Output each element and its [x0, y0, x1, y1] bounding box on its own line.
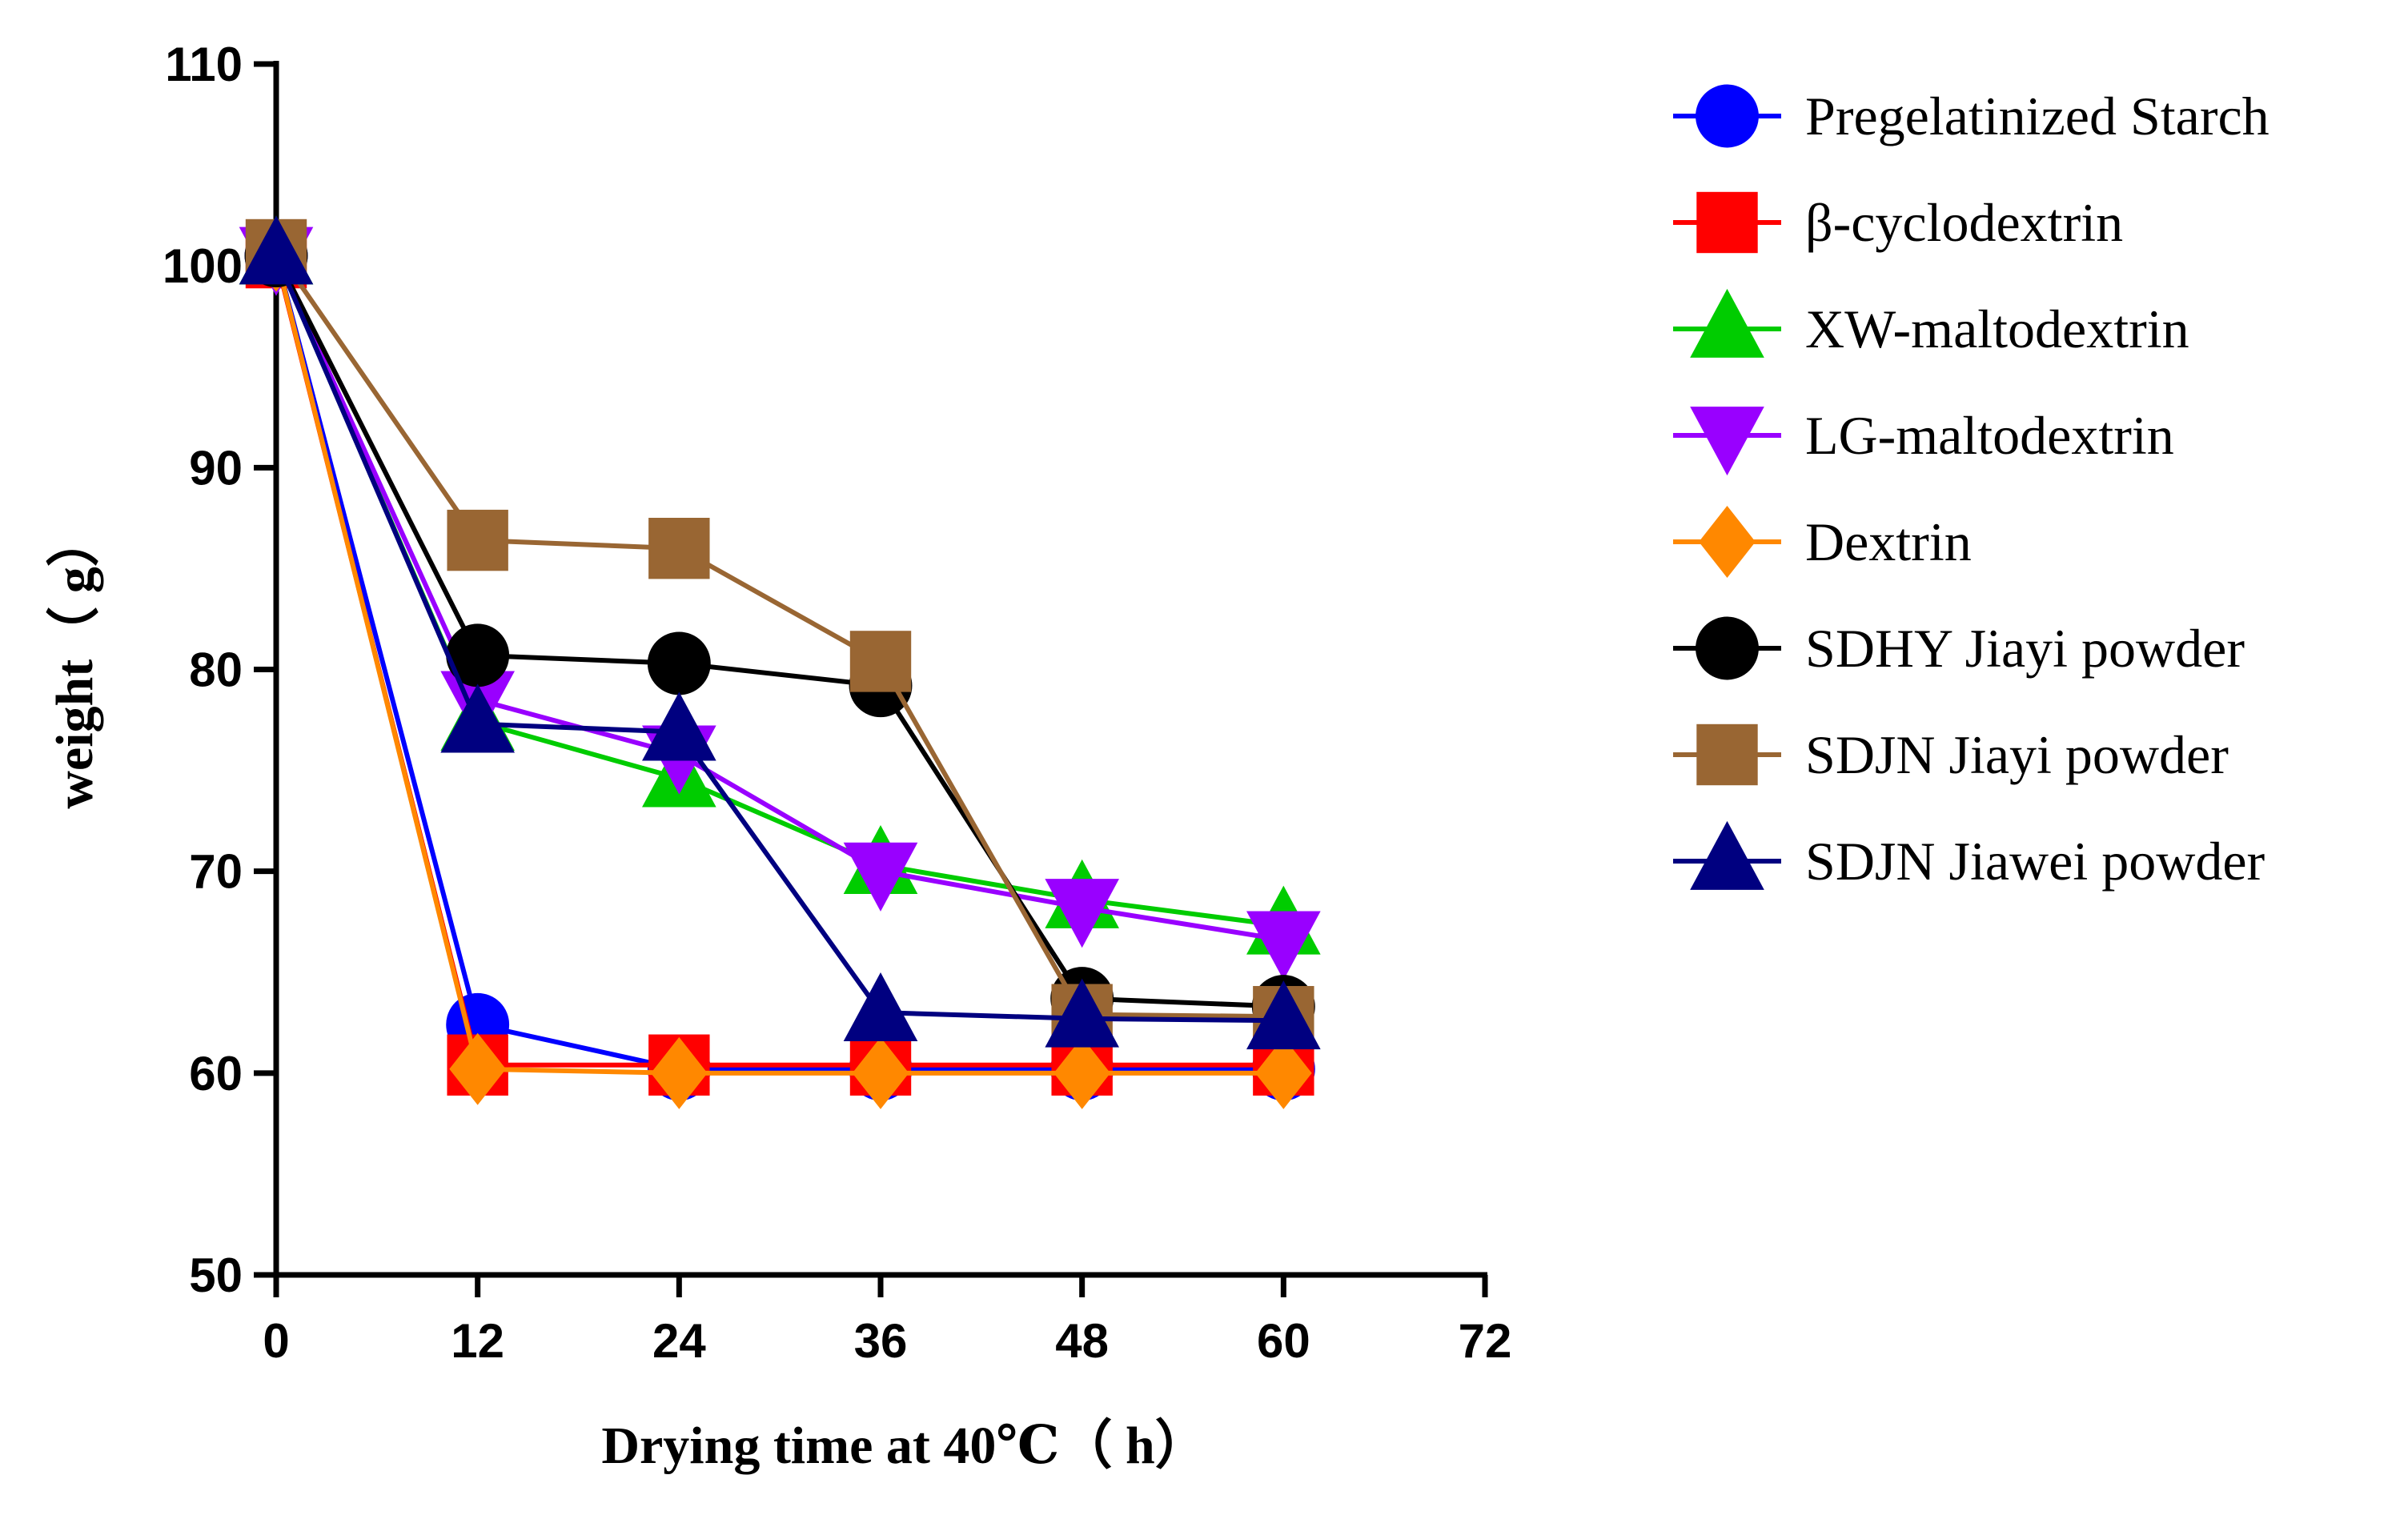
data-point: [440, 683, 515, 753]
legend-marker: [1696, 84, 1759, 148]
data-point: [647, 631, 711, 695]
y-tick-label: 70: [189, 845, 243, 899]
data-point: [843, 842, 918, 912]
data-point: [1054, 1036, 1111, 1109]
series-line: [274, 255, 1284, 1076]
data-point: [642, 691, 716, 761]
legend-item: LG-maltodextrin: [1673, 405, 2174, 476]
legend-marker: [1690, 288, 1764, 358]
legend-marker: [1690, 820, 1764, 890]
x-tick-label: 12: [451, 1314, 504, 1368]
legend-marker: [1699, 505, 1756, 579]
y-tick-label: 60: [189, 1047, 243, 1100]
legend-item: Pregelatinized Starch: [1673, 84, 2270, 148]
legend-item: Dextrin: [1673, 505, 1972, 579]
y-tick-label: 80: [189, 643, 243, 697]
series-line: [274, 255, 1284, 1072]
series: [239, 215, 1321, 1109]
y-tick-label: 100: [163, 239, 243, 293]
series-line: [274, 248, 1284, 1020]
x-axis-title: Drying time at 40℃（ h）: [601, 1416, 1207, 1475]
x-tick-label: 0: [263, 1314, 289, 1368]
legend-marker: [1696, 191, 1758, 254]
legend-label: SDJN Jiayi powder: [1805, 724, 2229, 785]
y-axis-title: weight（ g）: [45, 514, 104, 808]
legend-label: Dextrin: [1805, 511, 1972, 572]
y-tick-label: 90: [189, 441, 243, 495]
data-point: [1254, 1036, 1312, 1109]
legend: Pregelatinized Starch β-cyclodextrin XW-ma…: [1673, 84, 2270, 892]
series-0: [244, 224, 1315, 1101]
data-point: [1045, 879, 1119, 948]
legend-label: SDJN Jiawei powder: [1805, 831, 2266, 892]
series-line: [274, 255, 1284, 943]
data-point: [849, 631, 912, 692]
data-point: [852, 1036, 909, 1109]
legend-label: Pregelatinized Starch: [1805, 86, 2270, 146]
data-point: [1045, 978, 1119, 1048]
series-2: [239, 215, 1321, 955]
x-tick-label: 60: [1257, 1314, 1310, 1368]
legend-label: LG-maltodextrin: [1805, 405, 2174, 466]
legend-marker: [1690, 407, 1764, 476]
x-tick-label: 48: [1055, 1314, 1109, 1368]
y-tick-label: 110: [165, 38, 243, 91]
legend-label: XW-maltodextrin: [1805, 299, 2189, 359]
data-point: [1246, 911, 1321, 980]
data-point: [447, 509, 508, 571]
legend-item: SDJN Jiayi powder: [1673, 723, 2229, 786]
series-4: [247, 219, 1312, 1109]
x-ticks: 0 12 24 36 48 60 72: [263, 1275, 1511, 1368]
y-tick-label: 50: [189, 1248, 243, 1302]
data-point: [648, 518, 710, 579]
data-point: [239, 215, 314, 285]
legend-marker: [1696, 616, 1759, 680]
legend-item: XW-maltodextrin: [1673, 288, 2189, 359]
data-point: [650, 1036, 708, 1109]
legend-label: SDHY Jiayi powder: [1805, 618, 2245, 679]
series-1: [245, 226, 1314, 1096]
x-tick-label: 24: [652, 1314, 706, 1368]
series-line: [274, 255, 1284, 1009]
series-7: [239, 215, 1321, 1050]
series-5: [244, 224, 1315, 1039]
data-point: [843, 972, 918, 1042]
series-line: [274, 257, 1284, 1068]
legend-marker: [1696, 723, 1758, 786]
legend-item: SDJN Jiawei powder: [1673, 820, 2266, 892]
x-tick-label: 72: [1459, 1314, 1512, 1368]
legend-label: β-cyclodextrin: [1805, 192, 2123, 253]
legend-item: SDHY Jiayi powder: [1673, 616, 2245, 680]
series-line: [274, 255, 1284, 1024]
x-tick-label: 36: [854, 1314, 908, 1368]
data-point: [1246, 980, 1321, 1050]
series-6: [245, 218, 1314, 1048]
data-point: [449, 1032, 507, 1105]
legend-item: β-cyclodextrin: [1673, 191, 2123, 254]
